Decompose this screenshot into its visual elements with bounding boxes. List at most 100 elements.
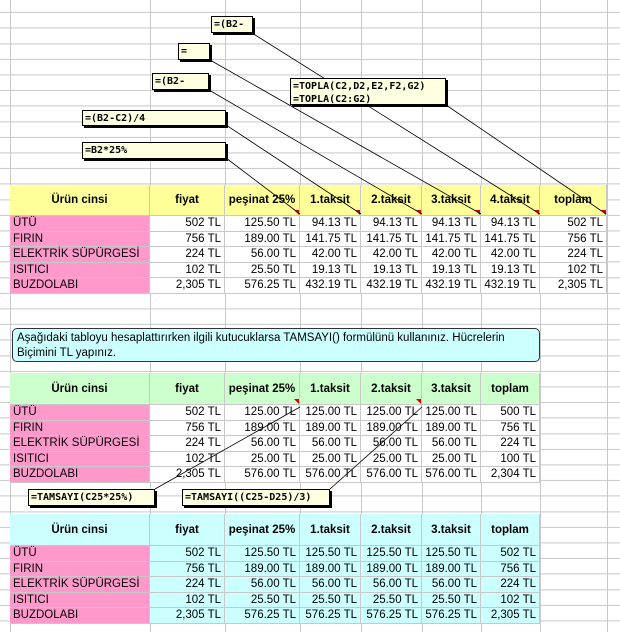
table1-value-cell[interactable]: 94.13 TL (481, 216, 540, 232)
table1-value-cell[interactable]: 502 TL (150, 216, 225, 232)
table3-value-cell[interactable]: 576.25 TL (361, 608, 422, 624)
table3-value-cell[interactable]: 576.25 TL (300, 608, 361, 624)
table1-value-cell[interactable]: 42.00 TL (361, 247, 422, 263)
table3-value-cell[interactable]: 125.50 TL (422, 546, 481, 562)
table1-product-cell[interactable]: ÜTÜ (10, 216, 150, 232)
table3-value-cell[interactable]: 125.50 TL (361, 546, 422, 562)
table2-value-cell[interactable]: 125.00 TL (361, 405, 422, 421)
table2-value-cell[interactable]: 500 TL (481, 405, 540, 421)
table2-header-cell[interactable]: Ürün cinsi (10, 373, 150, 405)
table2-header-cell[interactable]: toplam (481, 373, 540, 405)
table1-value-cell[interactable]: 19.13 TL (422, 262, 481, 279)
table2-product-cell[interactable]: FIRIN (10, 420, 150, 437)
table2-value-cell[interactable]: 2,304 TL (481, 467, 540, 483)
table1-value-cell[interactable]: 42.00 TL (422, 247, 481, 263)
comment-box-c[interactable]: =B2*25% (82, 142, 226, 159)
table1-value-cell[interactable]: 125.50 TL (225, 216, 300, 232)
comment-box-e[interactable]: =(B2- (152, 73, 209, 90)
table1-value-cell[interactable]: 25.50 TL (225, 262, 300, 279)
table2-header-cell[interactable]: fiyat (150, 373, 225, 405)
table2-value-cell[interactable]: 2,305 TL (150, 467, 225, 483)
table1-value-cell[interactable]: 576.25 TL (225, 278, 300, 294)
table2-value-cell[interactable]: 56.00 TL (300, 436, 361, 452)
table1-value-cell[interactable]: 189.00 TL (225, 231, 300, 248)
table3-product-cell[interactable]: ISITICI (10, 592, 150, 609)
table3-value-cell[interactable]: 125.50 TL (300, 546, 361, 562)
table1-value-cell[interactable]: 2,305 TL (540, 278, 607, 294)
table1-value-cell[interactable]: 94.13 TL (361, 216, 422, 232)
table1-product-cell[interactable]: ISITICI (10, 262, 150, 279)
table2-value-cell[interactable]: 125.00 TL (422, 405, 481, 421)
table2-product-cell[interactable]: BUZDOLABI (10, 467, 150, 483)
table2-header-cell[interactable]: 2.taksit (361, 373, 422, 405)
table3-value-cell[interactable]: 25.50 TL (422, 592, 481, 609)
table2-value-cell[interactable]: 25.00 TL (300, 451, 361, 468)
table2-value-cell[interactable]: 224 TL (481, 436, 540, 452)
table3-header-cell[interactable]: Ürün cinsi (10, 514, 150, 546)
table3-value-cell[interactable]: 224 TL (481, 577, 540, 593)
table1-header-cell[interactable]: Ürün cinsi (10, 185, 150, 216)
table1-value-cell[interactable]: 2,305 TL (150, 278, 225, 294)
table3-header-cell[interactable]: 3.taksit (422, 514, 481, 546)
table1-value-cell[interactable]: 756 TL (150, 231, 225, 248)
table3-value-cell[interactable]: 576.25 TL (422, 608, 481, 624)
table3-value-cell[interactable]: 756 TL (150, 561, 225, 578)
table3-value-cell[interactable]: 502 TL (150, 546, 225, 562)
table3-header-cell[interactable]: peşinat 25% (225, 514, 300, 546)
table3-product-cell[interactable]: BUZDOLABI (10, 608, 150, 624)
table1-value-cell[interactable]: 224 TL (540, 247, 607, 263)
table2-value-cell[interactable]: 224 TL (150, 436, 225, 452)
table1-value-cell[interactable]: 94.13 TL (422, 216, 481, 232)
table1-header-cell[interactable]: fiyat (150, 185, 225, 216)
table2-product-cell[interactable]: ELEKTRİK SÜPÜRGESİ (10, 436, 150, 452)
comment-box-tamsayi-taksit[interactable]: =TAMSAYI((C25-D25)/3) (182, 489, 330, 506)
table3-value-cell[interactable]: 56.00 TL (361, 577, 422, 593)
table3-value-cell[interactable]: 25.50 TL (225, 592, 300, 609)
table3-value-cell[interactable]: 2,305 TL (481, 608, 540, 624)
table3-header-cell[interactable]: 2.taksit (361, 514, 422, 546)
table1-value-cell[interactable]: 102 TL (540, 262, 607, 279)
table1-value-cell[interactable]: 19.13 TL (481, 262, 540, 279)
table2-header-cell[interactable]: 3.taksit (422, 373, 481, 405)
table2-product-cell[interactable]: ÜTÜ (10, 405, 150, 421)
table2-value-cell[interactable]: 25.00 TL (422, 451, 481, 468)
table2-value-cell[interactable]: 56.00 TL (225, 436, 300, 452)
table2-value-cell[interactable]: 756 TL (150, 420, 225, 437)
table3-product-cell[interactable]: ÜTÜ (10, 546, 150, 562)
table1-value-cell[interactable]: 19.13 TL (300, 262, 361, 279)
comment-box-tamsayi-pesinat[interactable]: =TAMSAYI(C25*25%) (28, 489, 155, 506)
table3-header-cell[interactable]: 1.taksit (300, 514, 361, 546)
instruction-note[interactable]: Aşağıdaki tabloyu hesaplattırırken ilgil… (12, 328, 540, 362)
table3-header-cell[interactable]: toplam (481, 514, 540, 546)
table3-value-cell[interactable]: 189.00 TL (300, 561, 361, 578)
table2-product-cell[interactable]: ISITICI (10, 451, 150, 468)
table1-value-cell[interactable]: 432.19 TL (361, 278, 422, 294)
table3-value-cell[interactable]: 125.50 TL (225, 546, 300, 562)
comment-box-g[interactable]: =(B2- (211, 16, 253, 33)
table1-header-cell[interactable]: toplam (540, 185, 607, 216)
table2-value-cell[interactable]: 189.00 TL (422, 420, 481, 437)
table2-value-cell[interactable]: 576.00 TL (361, 467, 422, 483)
table3-product-cell[interactable]: FIRIN (10, 561, 150, 578)
table1-header-cell[interactable]: 4.taksit (481, 185, 540, 216)
table2-header-cell[interactable]: 1.taksit (300, 373, 361, 405)
table1-value-cell[interactable]: 94.13 TL (300, 216, 361, 232)
table2-value-cell[interactable]: 576.00 TL (225, 467, 300, 483)
table1-value-cell[interactable]: 432.19 TL (422, 278, 481, 294)
table2-value-cell[interactable]: 25.00 TL (361, 451, 422, 468)
comment-box-toplam[interactable]: =TOPLA(C2,D2,E2,F2,G2) =TOPLA(C2:G2) (290, 78, 446, 105)
table1-value-cell[interactable]: 756 TL (540, 231, 607, 248)
table1-value-cell[interactable]: 432.19 TL (300, 278, 361, 294)
table1-header-cell[interactable]: 1.taksit (300, 185, 361, 216)
table3-value-cell[interactable]: 756 TL (481, 561, 540, 578)
table3-value-cell[interactable]: 576.25 TL (225, 608, 300, 624)
table3-value-cell[interactable]: 224 TL (150, 577, 225, 593)
table1-value-cell[interactable]: 42.00 TL (481, 247, 540, 263)
table2-value-cell[interactable]: 189.00 TL (300, 420, 361, 437)
table3-value-cell[interactable]: 102 TL (481, 592, 540, 609)
table1-product-cell[interactable]: FIRIN (10, 231, 150, 248)
table2-value-cell[interactable]: 125.00 TL (225, 405, 300, 421)
table1-value-cell[interactable]: 141.75 TL (300, 231, 361, 248)
table2-value-cell[interactable]: 100 TL (481, 451, 540, 468)
table2-value-cell[interactable]: 25.00 TL (225, 451, 300, 468)
